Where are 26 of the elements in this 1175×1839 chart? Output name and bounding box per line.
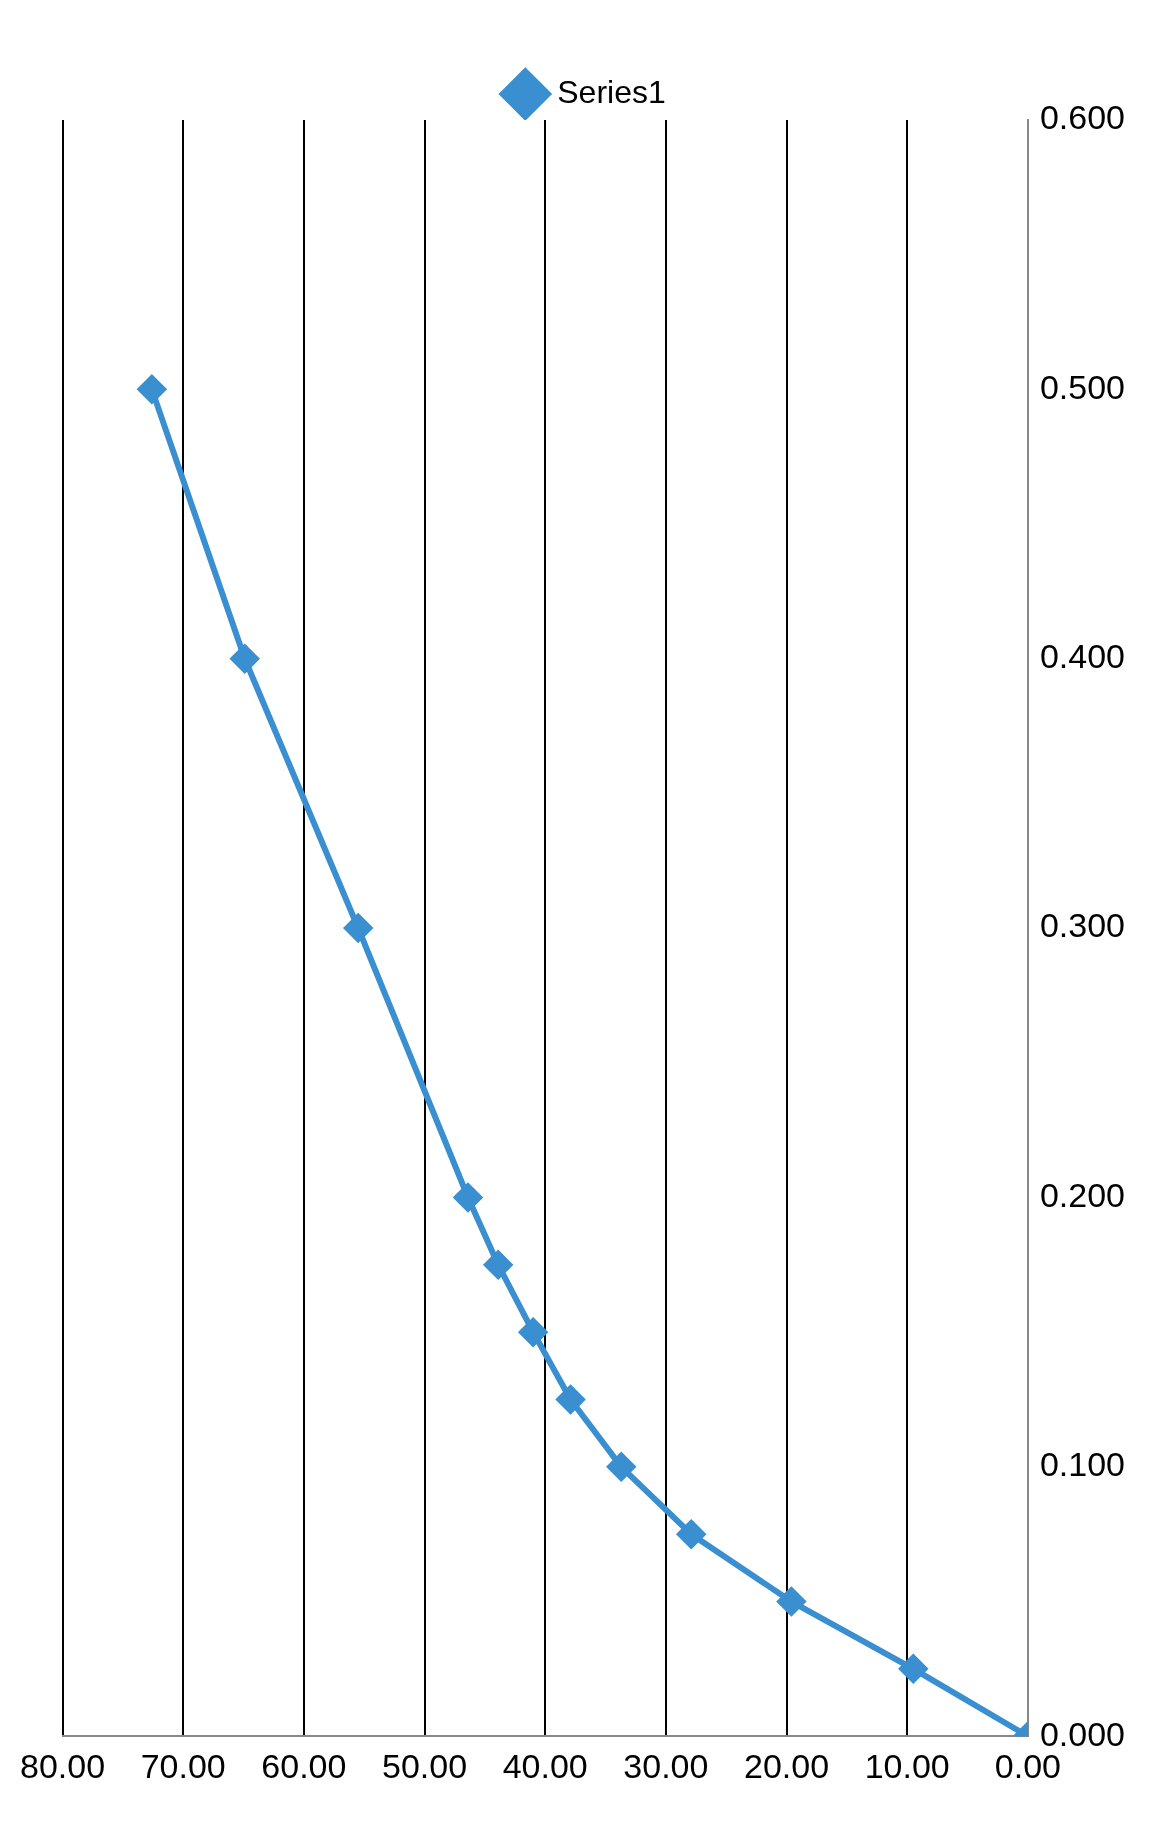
point — [777, 1587, 806, 1616]
point — [484, 1250, 513, 1279]
y-tick-label: 0.400 — [1039, 637, 1126, 676]
x-tick-label: 10.00 — [864, 1746, 950, 1785]
point — [137, 375, 166, 404]
x-tick-label: 30.00 — [623, 1746, 709, 1785]
y-tick-label: 0.500 — [1039, 367, 1126, 406]
point — [230, 644, 259, 673]
x-tick-label: 50.00 — [382, 1746, 468, 1785]
point — [677, 1520, 706, 1549]
y-tick-label: 0.200 — [1039, 1175, 1126, 1214]
y-tick-label: 0.100 — [1039, 1445, 1126, 1484]
x-tick-label: 60.00 — [261, 1746, 347, 1785]
x-tick-label: 20.00 — [744, 1746, 830, 1785]
legend-label: Series1 — [557, 73, 666, 110]
y-tick-label: 0.600 — [1039, 98, 1126, 137]
point — [607, 1452, 636, 1481]
x-tick-label: 80.00 — [19, 1746, 106, 1785]
point — [899, 1654, 928, 1683]
point — [344, 914, 373, 943]
point — [519, 1318, 548, 1347]
point — [556, 1385, 585, 1414]
y-tick-label: 0.300 — [1039, 906, 1126, 945]
point — [454, 1183, 482, 1212]
x-tick-label: 70.00 — [140, 1746, 226, 1785]
x-tick-label: 40.00 — [502, 1746, 588, 1785]
